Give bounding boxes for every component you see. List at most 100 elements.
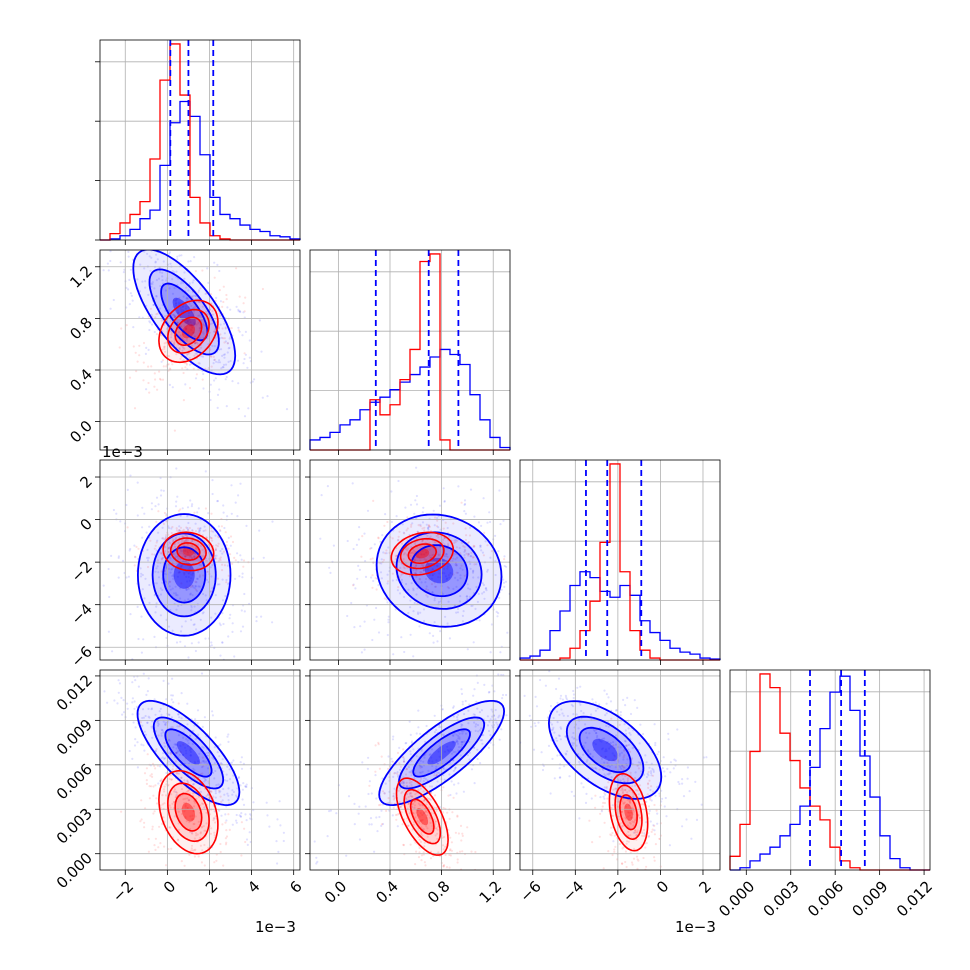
sample-point (416, 820, 419, 823)
sample-point (197, 543, 200, 546)
sample-point (402, 781, 406, 784)
sample-point (198, 575, 201, 579)
sample-point (560, 727, 563, 730)
sample-point (159, 587, 162, 590)
sample-point (391, 760, 394, 763)
sample-point (456, 579, 459, 582)
sample-point (163, 790, 166, 793)
sample-point (361, 535, 364, 538)
sample-point (639, 770, 643, 773)
sample-point (433, 599, 436, 602)
sample-point (641, 834, 644, 837)
sample-point (221, 327, 224, 330)
histogram-panel-2 (519, 459, 721, 665)
sample-point (192, 367, 195, 370)
sample-point (155, 313, 158, 316)
sample-point (189, 827, 192, 831)
sample-point (170, 527, 173, 530)
sample-point (558, 734, 562, 738)
sample-point (497, 716, 500, 719)
sample-point (420, 854, 424, 857)
sample-point (155, 567, 158, 570)
sample-point (168, 367, 171, 370)
sample-point (622, 698, 625, 702)
sample-point (175, 302, 178, 305)
sample-point (188, 321, 191, 324)
sample-point (455, 611, 458, 614)
sample-point (129, 268, 132, 271)
sample-point (218, 557, 221, 560)
sample-point (237, 407, 240, 410)
sample-point (223, 337, 226, 340)
sample-point (638, 816, 642, 820)
sample-point (120, 810, 123, 813)
sample-point (185, 299, 188, 302)
sample-point (600, 755, 603, 758)
sample-point (412, 587, 415, 590)
sample-point (461, 740, 464, 744)
sample-point (591, 755, 594, 758)
sample-point (417, 554, 420, 558)
sample-point (401, 523, 404, 526)
sample-point (425, 558, 428, 562)
sample-point (360, 555, 363, 558)
sample-point (387, 767, 390, 771)
sample-point (155, 605, 158, 608)
sample-point (184, 554, 187, 558)
sample-point (134, 555, 137, 558)
sample-point (400, 792, 403, 795)
sample-point (624, 704, 627, 707)
sample-point (177, 772, 180, 775)
sample-point (238, 330, 241, 333)
sample-point (189, 593, 192, 596)
sample-point (161, 588, 164, 592)
sample-point (171, 587, 174, 590)
sample-point (197, 530, 200, 534)
sample-point (237, 310, 240, 313)
sample-point (465, 595, 468, 598)
sample-point (107, 630, 110, 633)
sample-point (144, 286, 147, 289)
sample-point (650, 772, 653, 775)
sample-point (630, 757, 634, 760)
sample-point (422, 569, 425, 573)
sample-point (394, 608, 397, 611)
sample-point (228, 617, 231, 620)
sample-point (534, 724, 537, 728)
sample-point (447, 600, 450, 603)
sample-point (495, 721, 498, 724)
sample-point (227, 347, 230, 350)
contour-red (166, 308, 210, 354)
sample-point (358, 568, 361, 571)
sample-point (419, 559, 422, 562)
sample-point (551, 728, 555, 731)
sample-point (374, 577, 377, 580)
sample-point (575, 744, 578, 747)
sample-point (423, 841, 426, 844)
sample-point (528, 714, 531, 717)
sample-point (407, 796, 410, 799)
sample-point (172, 305, 175, 308)
sample-point (195, 581, 198, 584)
sample-point (431, 554, 434, 557)
sample-point (191, 332, 194, 335)
sample-point (408, 575, 411, 578)
sample-point (192, 552, 195, 555)
sample-point (456, 556, 459, 559)
sample-point (409, 843, 412, 846)
sample-point (221, 823, 224, 826)
sample-point (633, 821, 636, 824)
sample-point (353, 802, 356, 806)
sample-point (411, 522, 414, 525)
sample-point (489, 734, 492, 737)
sample-point (190, 557, 193, 560)
sample-point (413, 549, 416, 552)
sample-point (419, 732, 422, 735)
sample-point (387, 755, 390, 758)
sample-point (174, 743, 177, 746)
density-fill-blue (592, 738, 618, 762)
sample-point (164, 289, 167, 292)
sample-point (222, 622, 225, 626)
sample-point (619, 765, 622, 769)
sample-point (102, 269, 105, 272)
